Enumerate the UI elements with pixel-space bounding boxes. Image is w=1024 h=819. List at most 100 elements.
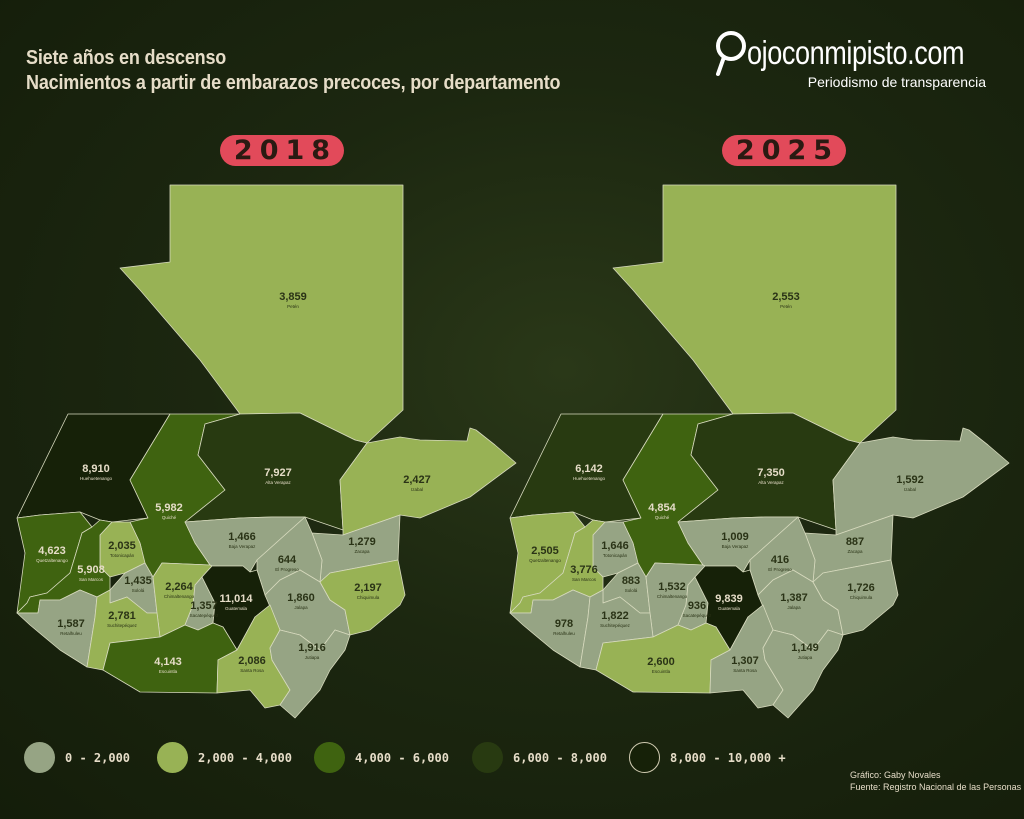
department-value: 9,839: [715, 593, 743, 605]
title-line-1: Siete años en descenso: [26, 47, 227, 69]
department-value: 1,726: [847, 582, 875, 594]
title-line-2: Nacimientos a partir de embarazos precoc…: [26, 72, 561, 94]
department-value: 7,927: [264, 467, 292, 479]
department-name: Petén: [287, 304, 299, 309]
legend-item-8000-plus: 8,000 - 10,000 +: [629, 742, 786, 773]
department-chiquimula[interactable]: [319, 559, 406, 636]
department-name: Izabal: [411, 487, 423, 492]
department-value: 887: [846, 536, 864, 548]
department-name: Alta Verapaz: [758, 480, 784, 485]
department-name: Suchitepéquez: [600, 623, 631, 628]
department-suchitepequez[interactable]: [86, 589, 161, 671]
department-name: Guatemala: [718, 606, 741, 611]
department-name: Guatemala: [225, 606, 248, 611]
department-value: 2,553: [772, 291, 800, 303]
department-value: 1,435: [124, 575, 152, 587]
legend-label: 0 - 2,000: [65, 750, 131, 765]
department-name: Sololá: [132, 588, 145, 593]
department-izabal[interactable]: [339, 427, 517, 536]
department-name: Chiquimula: [357, 595, 380, 600]
department-name: Santa Rosa: [733, 668, 757, 673]
department-chiquimula[interactable]: [812, 559, 899, 636]
department-name: Quetzaltenango: [529, 558, 561, 563]
legend-label: 6,000 - 8,000: [513, 750, 607, 765]
department-value: 1,357: [190, 600, 218, 612]
department-value: 2,035: [108, 540, 136, 552]
department-value: 936: [688, 600, 706, 612]
department-suchitepequez[interactable]: [579, 589, 654, 671]
department-name: Chimaltenango: [164, 594, 195, 599]
graphic-credit: Gráfico: Gaby Novales: [850, 770, 941, 780]
department-value: 1,466: [228, 531, 256, 543]
department-value: 1,149: [791, 642, 819, 654]
department-value: 2,781: [108, 610, 136, 622]
department-name: Totonicapán: [110, 553, 135, 558]
department-name: Petén: [780, 304, 792, 309]
legend-item-6000-8000: 6,000 - 8,000: [472, 742, 607, 773]
legend-item-2000-4000: 2,000 - 4,000: [157, 742, 292, 773]
department-name: Jutiapa: [798, 655, 813, 660]
department-name: Jutiapa: [305, 655, 320, 660]
department-name: Quiché: [655, 515, 670, 520]
legend: 0 - 2,000 2,000 - 4,000 4,000 - 6,000 6,…: [24, 742, 824, 774]
department-value: 2,505: [531, 545, 559, 557]
department-value: 8,910: [82, 463, 110, 475]
logo[interactable]: ojoconmipisto.com Periodismo de transpar…: [712, 30, 992, 94]
department-name: Suchitepéquez: [107, 623, 138, 628]
year-badge-2025: 2025: [722, 135, 846, 166]
credits: Gráfico: Gaby Novales Fuente: Registro N…: [850, 769, 1021, 793]
department-value: 1,387: [780, 592, 808, 604]
legend-swatch: [157, 742, 188, 773]
department-value: 2,086: [238, 655, 266, 667]
legend-label: 2,000 - 4,000: [198, 750, 292, 765]
department-name: Escuintla: [159, 669, 178, 674]
department-value: 4,623: [38, 545, 66, 557]
department-value: 11,014: [219, 593, 253, 605]
department-name: Alta Verapaz: [265, 480, 291, 485]
department-name: Sacatepéquez: [190, 613, 220, 618]
department-value: 416: [771, 554, 789, 566]
department-peten[interactable]: [612, 184, 897, 444]
department-value: 1,646: [601, 540, 629, 552]
department-name: El Progreso: [275, 567, 299, 572]
department-value: 883: [622, 575, 640, 587]
department-value: 1,009: [721, 531, 749, 543]
logo-name: ojoconmipisto.com: [747, 34, 965, 71]
department-izabal[interactable]: [832, 427, 1010, 536]
department-value: 1,860: [287, 592, 315, 604]
legend-item-0-2000: 0 - 2,000: [24, 742, 130, 773]
department-name: Baja Verapaz: [229, 544, 257, 549]
department-escuintla[interactable]: [102, 622, 238, 694]
department-value: 1,307: [731, 655, 759, 667]
legend-swatch: [314, 742, 345, 773]
department-name: Zacapa: [847, 549, 863, 554]
logo-tagline: Periodismo de transparencia: [807, 74, 986, 90]
department-peten[interactable]: [119, 184, 404, 444]
department-name: Zacapa: [354, 549, 370, 554]
year-badge-2018: 2018: [220, 135, 344, 166]
department-escuintla[interactable]: [595, 622, 731, 694]
legend-item-4000-6000: 4,000 - 6,000: [314, 742, 449, 773]
department-name: Chimaltenango: [657, 594, 688, 599]
source-credit: Fuente: Registro Nacional de las Persona…: [850, 782, 1022, 792]
department-jutiapa[interactable]: [762, 629, 844, 719]
department-value: 6,142: [575, 463, 603, 475]
department-value: 1,587: [57, 618, 85, 630]
department-value: 3,859: [279, 291, 307, 303]
department-value: 1,592: [896, 474, 924, 486]
department-name: Retalhuleu: [60, 631, 82, 636]
department-value: 2,427: [403, 474, 431, 486]
department-jutiapa[interactable]: [269, 629, 351, 719]
department-name: Chiquimula: [850, 595, 873, 600]
department-name: San Marcos: [79, 577, 104, 582]
department-name: El Progreso: [768, 567, 792, 572]
department-name: San Marcos: [572, 577, 597, 582]
department-name: Totonicapán: [603, 553, 628, 558]
department-name: Sacatepéquez: [683, 613, 713, 618]
page-title: Siete años en descenso Nacimientos a par…: [26, 46, 561, 96]
department-value: 1,279: [348, 536, 376, 548]
department-name: Retalhuleu: [553, 631, 575, 636]
